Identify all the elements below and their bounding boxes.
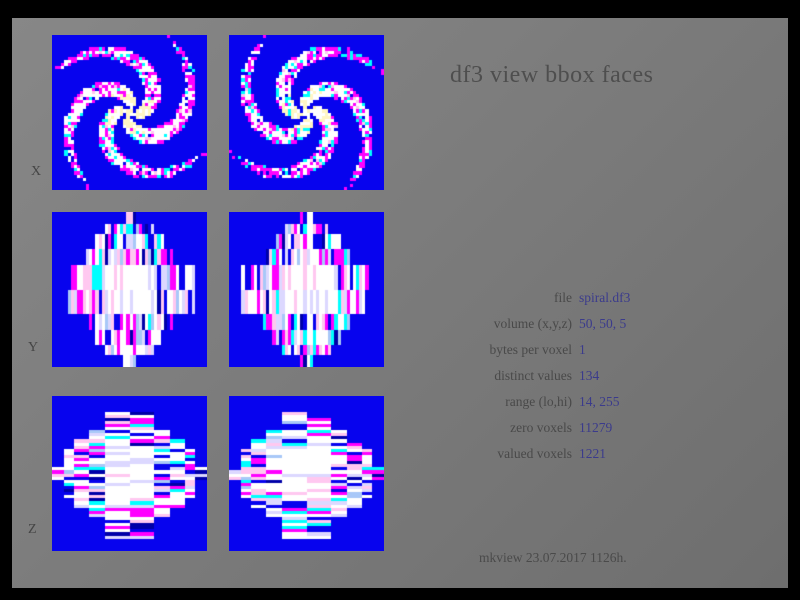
info-label: volume (x,y,z) [493, 316, 572, 331]
face-view-y-front [52, 212, 207, 367]
info-row: valued voxels 1221 [350, 441, 630, 467]
info-row: volume (x,y,z) 50, 50, 5 [350, 311, 630, 337]
info-label: zero voxels [510, 420, 572, 435]
axis-label-z: Z [28, 522, 38, 537]
page-title: df3 view bbox faces [450, 62, 654, 88]
info-label: bytes per voxel [489, 342, 572, 357]
info-value: 1 [579, 342, 586, 357]
info-value: 50, 50, 5 [579, 316, 627, 331]
face-view-x-front [52, 35, 207, 190]
info-row: distinct values 134 [350, 363, 630, 389]
info-row: zero voxels 11279 [350, 415, 630, 441]
info-row: bytes per voxel 1 [350, 337, 630, 363]
footer-credit: mkview 23.07.2017 1126h. [479, 550, 627, 565]
face-view-y-back [229, 212, 384, 367]
face-view-x-back [229, 35, 384, 190]
face-view-z-back [229, 396, 384, 551]
volume-info-table: file spiral.df3 volume (x,y,z) 50, 50, 5… [350, 285, 631, 467]
info-row: range (lo,hi) 14, 255 [350, 389, 630, 415]
axis-label-y: Y [28, 340, 39, 355]
info-value: 14, 255 [579, 394, 620, 409]
face-view-z-front [52, 396, 207, 551]
info-value: 11279 [579, 420, 613, 435]
info-value: 134 [579, 368, 600, 383]
info-value: spiral.df3 [579, 290, 631, 305]
info-row: file spiral.df3 [350, 285, 630, 311]
info-label: file [554, 290, 572, 305]
info-label: range (lo,hi) [505, 394, 572, 409]
info-value: 1221 [579, 446, 606, 461]
info-label: valued voxels [497, 446, 572, 461]
axis-label-x: X [31, 164, 42, 179]
info-label: distinct values [494, 368, 572, 383]
